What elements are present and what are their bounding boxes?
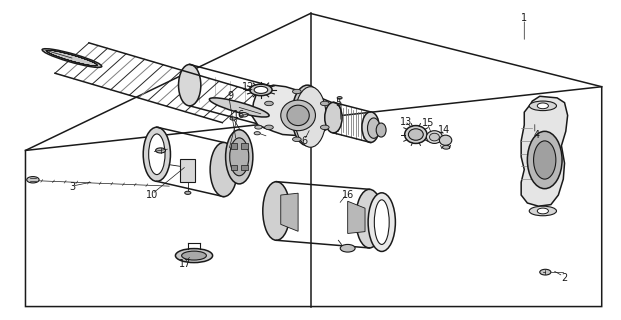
Text: 16: 16 [233, 110, 245, 120]
Ellipse shape [178, 64, 201, 106]
Ellipse shape [405, 125, 427, 143]
Ellipse shape [409, 129, 424, 140]
Circle shape [27, 177, 39, 183]
Text: 16: 16 [342, 190, 354, 200]
Ellipse shape [529, 206, 556, 216]
Circle shape [230, 117, 236, 120]
Circle shape [340, 244, 355, 252]
Circle shape [254, 132, 260, 135]
Text: 12: 12 [242, 82, 255, 92]
Circle shape [537, 103, 548, 109]
Ellipse shape [230, 138, 249, 176]
Ellipse shape [527, 131, 562, 189]
Ellipse shape [225, 130, 253, 184]
Ellipse shape [175, 249, 212, 263]
Ellipse shape [143, 127, 171, 181]
Circle shape [337, 97, 342, 99]
Polygon shape [180, 159, 194, 182]
Circle shape [292, 137, 301, 141]
Polygon shape [231, 165, 237, 170]
Text: 5: 5 [335, 98, 342, 108]
Ellipse shape [529, 101, 556, 111]
Ellipse shape [281, 100, 315, 131]
Ellipse shape [430, 133, 440, 141]
Ellipse shape [42, 49, 102, 68]
Ellipse shape [209, 98, 269, 117]
Polygon shape [348, 201, 365, 234]
Text: 1: 1 [521, 13, 527, 23]
Ellipse shape [376, 123, 386, 137]
Ellipse shape [374, 200, 389, 244]
Polygon shape [242, 165, 248, 170]
Text: 6: 6 [301, 136, 307, 146]
Ellipse shape [210, 142, 237, 197]
Circle shape [239, 113, 248, 117]
Text: 10: 10 [147, 190, 158, 200]
Circle shape [250, 84, 272, 96]
Polygon shape [252, 85, 335, 136]
Text: 2: 2 [561, 273, 568, 283]
Circle shape [292, 89, 301, 94]
Ellipse shape [533, 141, 556, 179]
Ellipse shape [325, 102, 342, 133]
Text: 14: 14 [438, 125, 450, 135]
Text: 15: 15 [422, 118, 435, 128]
Ellipse shape [356, 189, 383, 248]
Ellipse shape [368, 118, 380, 138]
Text: 4: 4 [533, 130, 540, 140]
Ellipse shape [440, 135, 451, 145]
Circle shape [184, 191, 191, 195]
Circle shape [320, 101, 329, 106]
Polygon shape [242, 143, 248, 148]
Circle shape [156, 148, 166, 153]
Ellipse shape [148, 134, 165, 175]
Polygon shape [231, 143, 237, 148]
Circle shape [265, 125, 273, 130]
Text: 17: 17 [179, 259, 191, 268]
Ellipse shape [274, 90, 297, 131]
Circle shape [537, 208, 548, 214]
Ellipse shape [368, 193, 396, 252]
Ellipse shape [263, 182, 290, 240]
Circle shape [255, 125, 262, 129]
Ellipse shape [292, 85, 323, 146]
Ellipse shape [362, 112, 379, 142]
Ellipse shape [287, 105, 309, 125]
Ellipse shape [427, 131, 443, 143]
Ellipse shape [295, 87, 326, 147]
Circle shape [320, 125, 329, 130]
Text: 13: 13 [401, 117, 413, 127]
Polygon shape [281, 193, 298, 231]
Text: 3: 3 [69, 182, 75, 192]
Circle shape [443, 145, 450, 149]
Circle shape [254, 86, 268, 93]
Circle shape [265, 101, 273, 106]
Circle shape [540, 269, 551, 275]
Text: 9: 9 [227, 91, 233, 101]
Polygon shape [521, 96, 568, 206]
Ellipse shape [181, 251, 206, 260]
